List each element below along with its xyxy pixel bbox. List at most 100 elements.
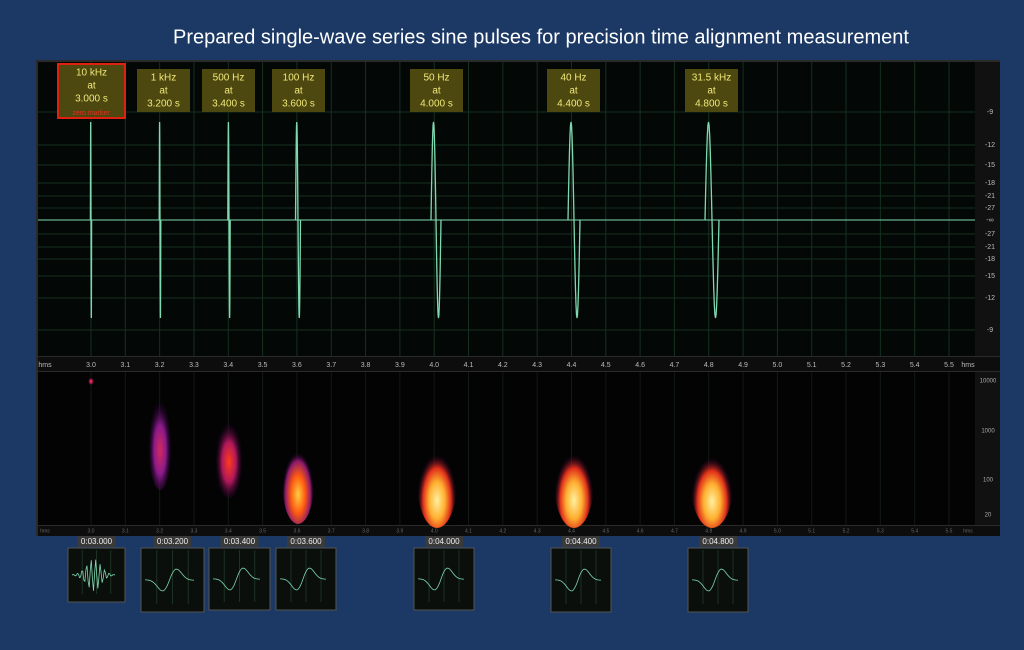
time-tick-label: 4.0 [431,528,438,534]
time-tick-label: 4.4 [568,528,575,534]
thumbnail-label-bg [153,536,192,547]
pulse-at: at [569,86,578,97]
spectrogram-panel [38,372,975,525]
pulse-frequency: 500 Hz [213,73,245,84]
thumbnail-label-bg [220,536,259,547]
blob [554,436,594,528]
thumbnail-wave [280,567,326,591]
time-tick-label: 4.3 [534,528,541,534]
frequency-scale [975,372,1000,525]
thumbnail-label: 0:03.600 [290,537,322,546]
frequency-label: 100 [983,478,994,484]
thumbnail-label-bg [287,536,325,547]
time-tick-label: 3.4 [225,528,232,534]
pulse-label-box [410,69,463,112]
thumbnail-wave [71,559,116,591]
pulse-at: at [707,86,716,97]
pulse-label-box [137,69,190,112]
level-label: -18 [985,180,995,187]
time-tick-label: 4.1 [464,362,474,369]
time-tick-label: 4.4 [567,362,577,369]
time-tick-label: 5.2 [843,528,850,534]
pulse-frequency: 1 kHz [151,73,177,84]
time-tick-label: 4.2 [498,362,508,369]
time-tick-label: 5.3 [875,362,885,369]
time-tick-label: 3.1 [122,528,129,534]
time-tick-label: 5.4 [911,528,918,534]
time-tick-label: 3.5 [259,528,266,534]
frequency-label: 1000 [981,429,995,435]
time-tick-label: 4.3 [532,362,542,369]
time-tick-label: 4.7 [671,528,678,534]
time-tick-label: 4.6 [635,362,645,369]
thumbnail-label-bg [562,536,600,547]
pulse-wave [227,121,231,319]
time-tick-label: 4.8 [704,362,714,369]
pulse-at: at [432,86,441,97]
pulse-frequency: 40 Hz [560,73,586,84]
thumbnail-label-bg [77,536,116,547]
thumbnail-label: 0:03.400 [224,537,256,546]
time-tick-label: 5.1 [808,528,815,534]
time-tick-label: 4.7 [670,362,680,369]
time-unit: hms [40,528,50,534]
time-tick-label: 5.0 [773,362,783,369]
time-tick-label: 4.9 [738,362,748,369]
pulse-time: 3.400 s [212,99,245,110]
blob [417,436,457,528]
level-label: -18 [985,256,995,263]
blob [691,440,733,528]
pulse-at: at [294,86,303,97]
pulse-frequency: 100 Hz [283,73,315,84]
time-tick-label: 3.0 [88,528,95,534]
pulse-label-box [202,69,255,112]
time-tick-label: 3.2 [155,362,165,369]
pulse-at: at [87,81,96,92]
frequency-label: 20 [985,513,992,519]
level-label: -12 [985,295,995,302]
blob [88,377,94,385]
pulse-at: at [159,86,168,97]
pulse-wave [89,121,93,319]
thumbnail-label: 0:04.800 [702,537,734,546]
level-label: -21 [985,193,995,200]
time-tick-label: 3.9 [396,528,403,534]
thumbnail-label: 0:03.200 [157,537,189,546]
spectrogram-blobs [88,377,733,528]
thumbnail-wave [213,567,260,591]
time-tick-label: 3.8 [362,528,369,534]
thumbnail-label-bg [699,536,737,547]
frequency-label: 10000 [980,379,997,385]
pulse-wave [158,121,162,319]
time-unit: hms [961,362,975,369]
time-tick-label: 5.0 [774,528,781,534]
pulse-wave [704,121,720,319]
time-unit: hms [38,362,52,369]
thumbnail-label: 0:04.000 [428,537,460,546]
pulse-label-box [272,69,325,112]
time-tick-label: 4.0 [429,362,439,369]
time-tick-label: 5.5 [944,362,954,369]
time-tick-label: 5.1 [807,362,817,369]
level-label: -9 [987,109,993,116]
time-tick-label: 3.9 [395,362,405,369]
zero-marker: zero marker [72,110,110,117]
pulse-label-box [57,63,126,119]
pulse-label-box [685,69,738,112]
pulse-wave [567,121,581,319]
pulse-time: 3.600 s [282,99,315,110]
time-tick-label: 4.5 [601,362,611,369]
pulse-time: 3.000 s [75,94,108,105]
thumbnail-label: 0:04.400 [565,537,597,546]
time-tick-label: 3.2 [156,528,163,534]
level-label: -15 [985,162,995,169]
level-label: -27 [985,231,995,238]
pulse-frequency: 31.5 kHz [692,73,731,84]
spectrogram-axis-strip [38,526,1000,536]
time-tick-label: 3.8 [361,362,371,369]
pulse-wave [294,121,302,319]
time-tick-label: 4.6 [637,528,644,534]
time-tick-label: 3.5 [258,362,268,369]
time-tick-label: 3.0 [86,362,96,369]
